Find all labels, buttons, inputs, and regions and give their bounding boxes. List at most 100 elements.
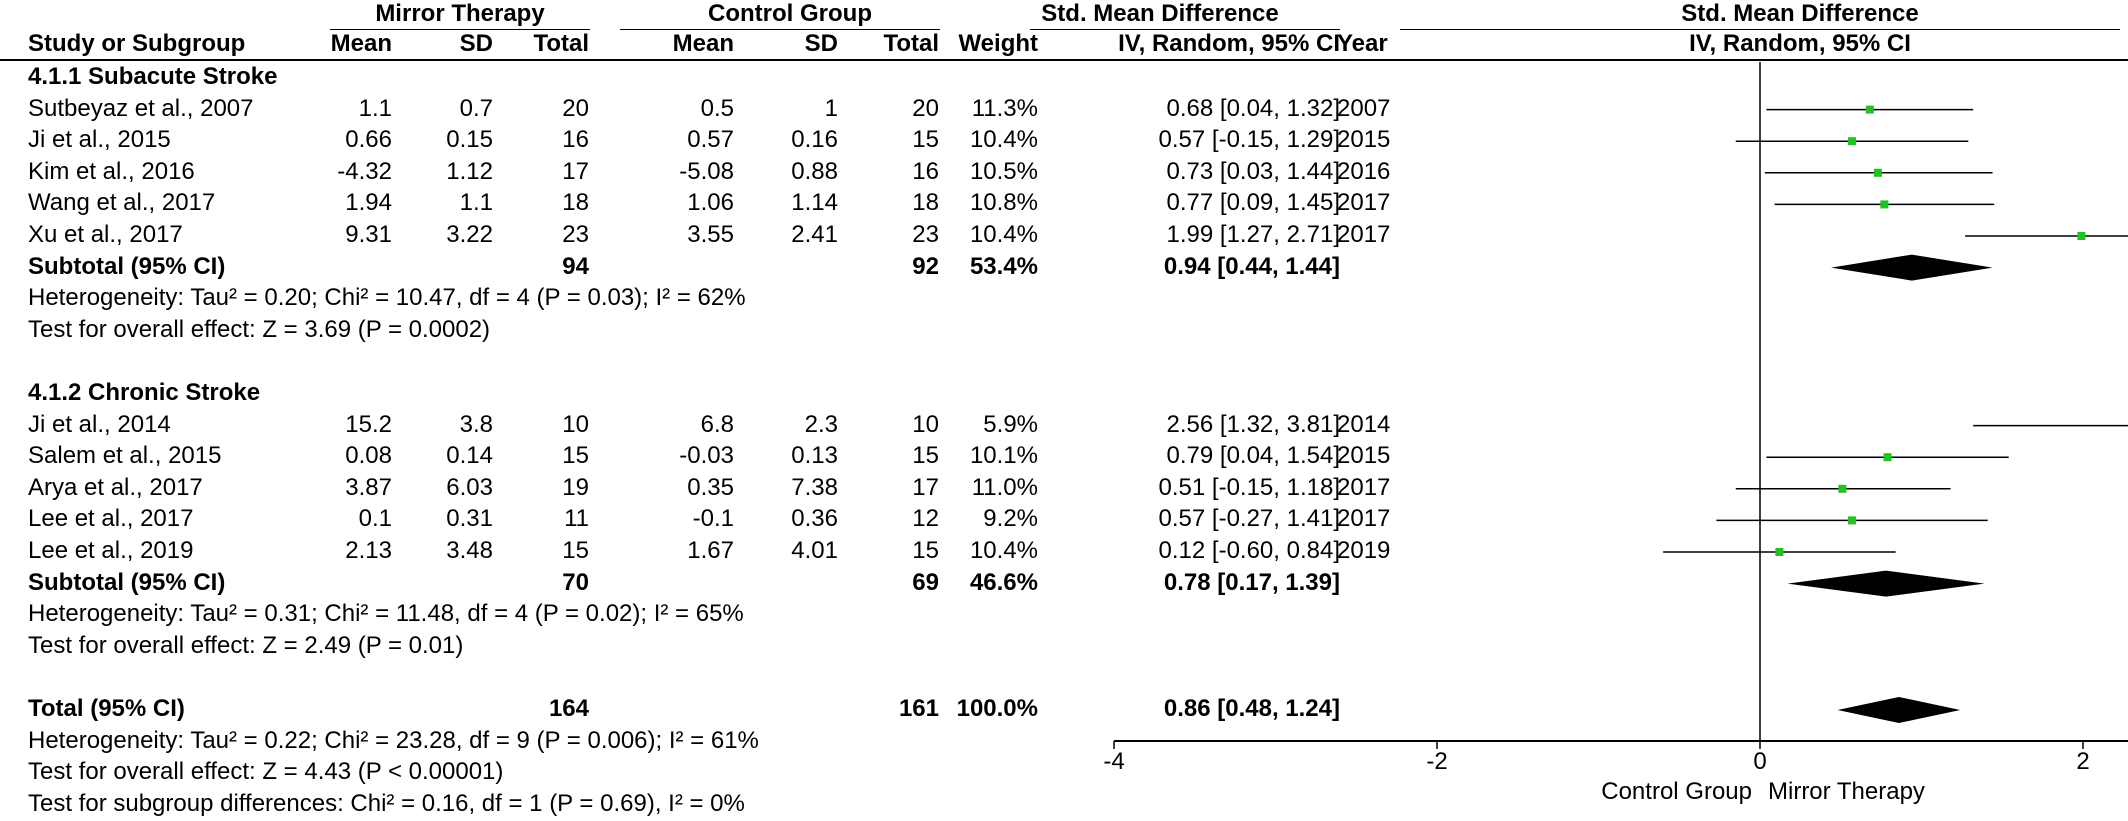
mirror-mean: 0.08 — [345, 442, 392, 470]
header-study-or-subgroup: Study or Subgroup — [28, 30, 246, 57]
effect-ci: 0.73 [0.03, 1.44] — [1166, 157, 1340, 185]
mirror-sd: 0.14 — [446, 442, 493, 470]
study-year: 2017 — [1337, 473, 1391, 501]
control-sd: 2.3 — [804, 410, 838, 438]
point-estimate-marker — [1838, 484, 1847, 493]
mirror-sd: 1.1 — [459, 189, 493, 217]
control-mean: 3.55 — [687, 221, 734, 248]
x-tick-label: 0 — [1753, 748, 1766, 775]
header-underline-smd — [1030, 29, 1340, 30]
mirror-total: 23 — [562, 221, 589, 248]
study-label: Lee et al., 2019 — [28, 537, 194, 564]
study-label: Kim et al., 2016 — [28, 157, 195, 185]
weight: 10.4% — [969, 126, 1038, 154]
header-plot-std-mean-difference: Std. Mean Difference — [1681, 0, 1919, 27]
point-estimate-marker — [1775, 548, 1784, 556]
statistics-note: Test for overall effect: Z = 2.49 (P = 0… — [28, 631, 464, 659]
control-total: 15 — [912, 537, 939, 564]
mirror-total: 11 — [564, 505, 589, 533]
mirror-sd: 3.48 — [446, 537, 493, 564]
study-label: Lee et al., 2017 — [28, 505, 194, 533]
mirror-total: 20 — [562, 94, 589, 122]
axis-label-control-group: Control Group — [1601, 778, 1752, 805]
effect-ci: 0.77 [0.09, 1.45] — [1166, 189, 1340, 217]
total-diamond — [1837, 697, 1961, 723]
study-year: 2014 — [1337, 410, 1391, 438]
control-mean: -0.1 — [692, 505, 734, 533]
study-year: 2019 — [1337, 537, 1391, 564]
x-tick-label: -2 — [1426, 748, 1447, 775]
subtotal-diamond — [1787, 570, 1985, 597]
study-year: 2015 — [1337, 126, 1391, 154]
subgroup-heading: 4.1.2 Chronic Stroke — [28, 379, 261, 406]
control-sd: 1.14 — [791, 189, 838, 217]
effect-ci: 0.57 [-0.27, 1.41] — [1158, 505, 1340, 533]
effect-ci: 2.56 [1.32, 3.81] — [1166, 410, 1340, 438]
control-total: 10 — [912, 410, 939, 438]
study-label: Wang et al., 2017 — [28, 189, 216, 217]
statistics-note: Test for overall effect: Z = 3.69 (P = 0… — [28, 315, 491, 343]
weight: 10.4% — [969, 221, 1038, 248]
header-total-1: Total — [533, 30, 589, 57]
point-estimate-marker — [1848, 516, 1857, 525]
weight: 46.6% — [969, 568, 1038, 596]
control-sd: 0.88 — [791, 157, 838, 185]
mirror-total: 94 — [562, 252, 589, 280]
mirror-mean: 2.13 — [345, 537, 392, 564]
weight: 5.9% — [983, 410, 1038, 438]
point-estimate-marker — [1880, 200, 1889, 209]
study-year: 2017 — [1337, 189, 1391, 217]
study-year: 2016 — [1337, 157, 1391, 185]
axis-label-mirror-therapy: Mirror Therapy — [1768, 778, 1925, 805]
study-year: 2017 — [1337, 505, 1391, 533]
control-sd: 0.16 — [791, 126, 838, 154]
control-sd: 0.13 — [791, 442, 838, 470]
effect-ci: 0.94 [0.44, 1.44] — [1163, 252, 1340, 280]
control-total: 18 — [912, 189, 939, 217]
header-underline-plot — [1400, 29, 2120, 30]
header-plot-iv-random: IV, Random, 95% CI — [1689, 30, 1911, 57]
header-mirror-therapy: Mirror Therapy — [375, 0, 545, 27]
study-label: Salem et al., 2015 — [28, 442, 222, 470]
statistics-note: Test for overall effect: Z = 4.43 (P < 0… — [28, 758, 504, 786]
weight: 10.1% — [969, 442, 1038, 470]
header-sd-1: SD — [459, 30, 493, 57]
point-estimate-marker — [2077, 232, 2086, 240]
mirror-sd: 0.15 — [446, 126, 493, 154]
control-total: 23 — [912, 221, 939, 248]
control-mean: 1.67 — [687, 537, 734, 564]
study-label: Ji et al., 2015 — [28, 126, 171, 154]
effect-ci: 0.86 [0.48, 1.24] — [1163, 695, 1340, 722]
mirror-mean: 0.66 — [345, 126, 392, 154]
statistics-note: Test for subgroup differences: Chi² = 0.… — [28, 789, 745, 817]
study-label: Arya et al., 2017 — [28, 473, 203, 501]
weight: 10.4% — [969, 537, 1038, 564]
mirror-total: 18 — [562, 189, 589, 217]
effect-ci: 1.99 [1.27, 2.71] — [1166, 221, 1340, 248]
mirror-mean: 9.31 — [345, 221, 392, 248]
mirror-mean: 1.94 — [345, 189, 392, 217]
header-control-group: Control Group — [708, 0, 872, 27]
mirror-mean: 1.1 — [358, 94, 392, 122]
weight: 9.2% — [983, 505, 1038, 533]
control-total: 20 — [912, 94, 939, 122]
header-underline-mirror — [330, 29, 590, 30]
header-weight: Weight — [958, 30, 1038, 57]
control-mean: 0.35 — [687, 473, 734, 501]
x-tick-label: -4 — [1103, 748, 1124, 775]
mirror-total: 17 — [562, 157, 589, 185]
effect-ci: 0.57 [-0.15, 1.29] — [1158, 126, 1340, 154]
study-label: Xu et al., 2017 — [28, 221, 183, 248]
mirror-mean: 15.2 — [345, 410, 392, 438]
header-underline-control — [620, 29, 940, 30]
control-sd: 2.41 — [791, 221, 838, 248]
effect-ci: 0.51 [-0.15, 1.18] — [1158, 473, 1340, 501]
control-mean: 1.06 — [687, 189, 734, 217]
total-label: Total (95% CI) — [28, 695, 185, 722]
study-year: 2007 — [1337, 94, 1391, 122]
header-std-mean-difference: Std. Mean Difference — [1041, 0, 1279, 27]
control-total: 12 — [912, 505, 939, 533]
control-sd: 1 — [824, 94, 838, 122]
study-year: 2017 — [1337, 221, 1391, 248]
